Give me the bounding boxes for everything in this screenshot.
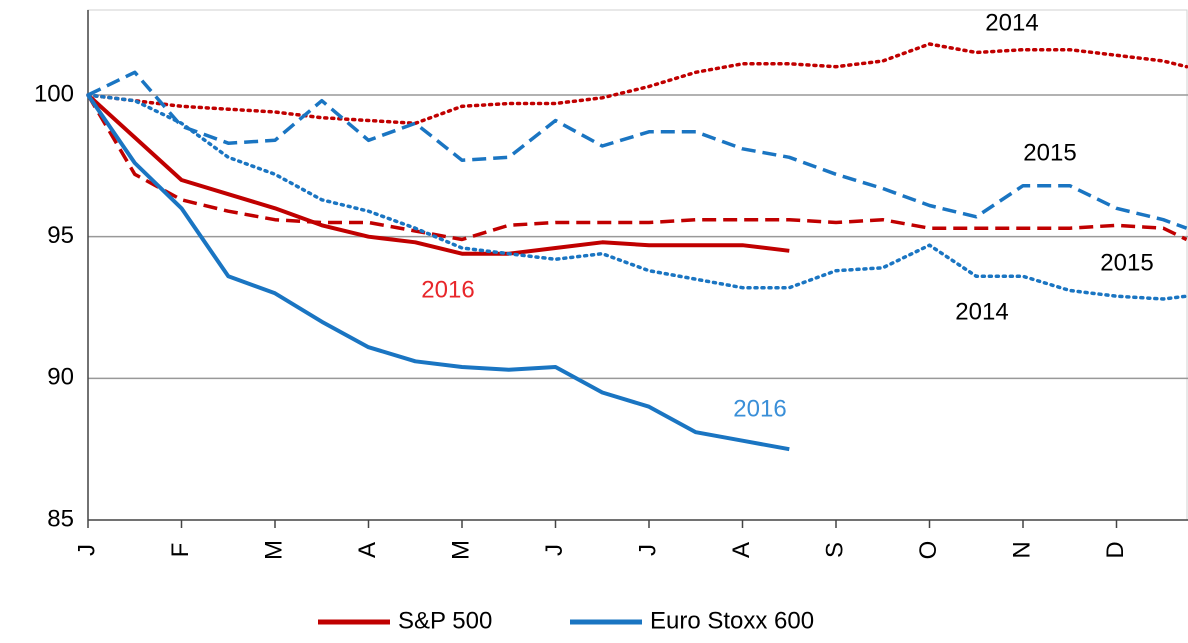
x-tick-label: J <box>541 544 568 556</box>
plot-frame <box>87 9 1188 521</box>
series-line <box>86 42 1188 126</box>
line-label: 2016 <box>733 395 786 422</box>
x-tick-label: S <box>821 542 848 558</box>
y-tick-label: 85 <box>47 505 74 532</box>
x-tick-label: M <box>260 540 287 560</box>
series-line <box>86 93 790 452</box>
series-line <box>86 94 1188 242</box>
line-label: 2015 <box>1023 139 1076 166</box>
x-tick-label: A <box>354 542 381 558</box>
x-tick-label: F <box>167 543 194 558</box>
x-tick-label: A <box>728 542 755 558</box>
series-line <box>86 93 790 256</box>
y-tick-label: 95 <box>47 222 74 249</box>
x-tick-label: O <box>915 541 942 560</box>
x-tick-label: M <box>447 540 474 560</box>
x-tick-label: D <box>1102 541 1129 558</box>
legend-label: Euro Stoxx 600 <box>650 607 814 634</box>
y-tick-label: 90 <box>47 364 74 391</box>
line-label: 2015 <box>1100 249 1153 276</box>
series-line <box>87 70 1188 230</box>
line-label: 2014 <box>985 9 1038 36</box>
x-tick-label: J <box>634 544 661 556</box>
line-label: 2014 <box>955 298 1008 325</box>
legend-label: S&P 500 <box>398 607 492 634</box>
x-tick-label: N <box>1008 541 1035 558</box>
line-label: 2016 <box>421 276 474 303</box>
series-line <box>86 93 1188 301</box>
y-tick-label: 100 <box>34 80 74 107</box>
x-tick-label: J <box>73 544 100 556</box>
